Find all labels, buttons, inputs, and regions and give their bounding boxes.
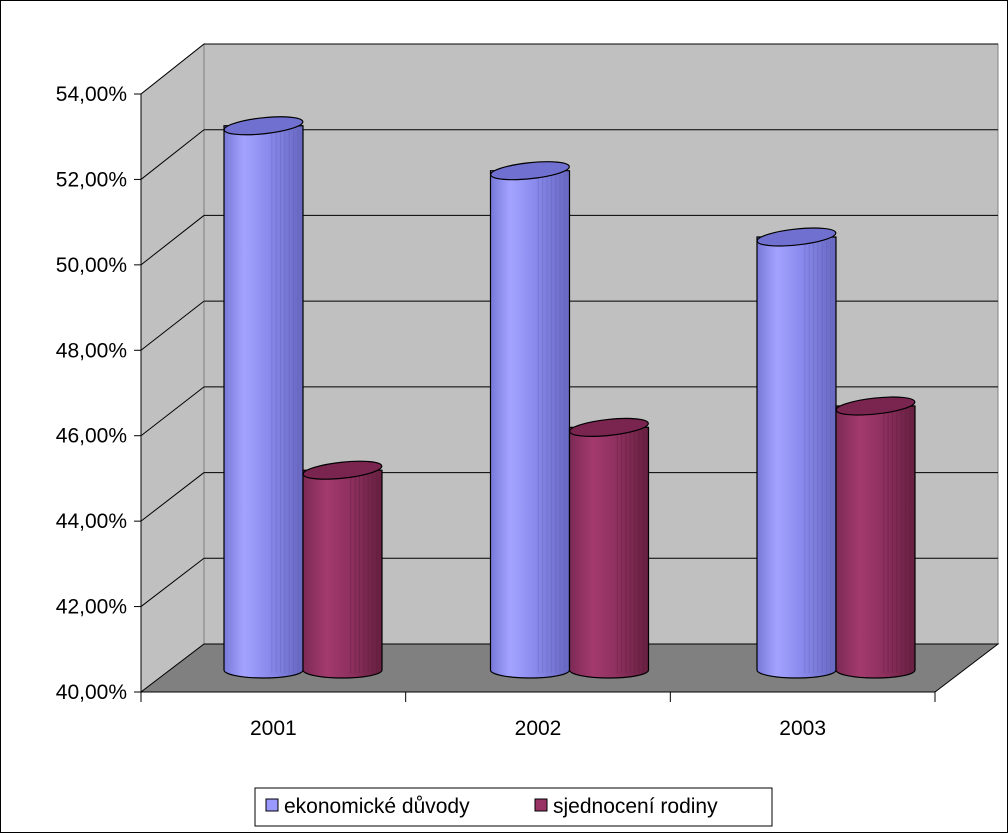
bar-0-1: [489, 161, 571, 679]
bar-body: [489, 170, 571, 679]
legend-swatch-s0: [265, 798, 279, 812]
y-tick-label: 40,00%: [56, 681, 127, 704]
y-tick-label: 54,00%: [56, 83, 127, 106]
x-tick-label: 2001: [250, 717, 297, 740]
y-axis: 40,00% 42,00% 44,00% 46,00% 48,00% 50,00% 52,0…: [56, 83, 142, 704]
y-tick-label: 52,00%: [56, 168, 127, 191]
legend-box: [254, 787, 773, 827]
bar-1-2: [835, 396, 916, 679]
y-tick-label: 42,00%: [56, 596, 127, 619]
bars: [223, 116, 916, 679]
gridline-diagonal: [140, 386, 205, 437]
y-tick-label: 46,00%: [56, 425, 127, 448]
bar-1-0: [302, 460, 383, 679]
bar-body: [302, 469, 383, 679]
bar-top: [302, 460, 383, 480]
gridline-diagonal: [140, 300, 205, 351]
y-tick-label: 44,00%: [56, 510, 127, 533]
bar-body: [568, 426, 650, 679]
y-tick-label: 50,00%: [56, 254, 127, 277]
x-tick-label: 2003: [779, 717, 826, 740]
gridline-diagonal: [140, 472, 205, 522]
x-axis: 2001 2002 2003: [140, 691, 936, 740]
bar-top: [223, 116, 304, 136]
gridline-diagonal: [140, 557, 205, 607]
bar-body: [756, 236, 837, 679]
legend: ekonomické důvody sjednocení rodiny: [254, 787, 773, 827]
bar-0-2: [756, 227, 837, 679]
legend-label-s1: sjednocení rodiny: [553, 795, 718, 818]
bar-1-1: [568, 417, 650, 679]
bar-body: [223, 125, 304, 679]
legend-label-s0: ekonomické důvody: [284, 795, 470, 818]
bar-top: [490, 161, 570, 181]
bar-top: [756, 227, 837, 247]
bar-top: [835, 396, 916, 416]
bar-top: [569, 417, 649, 437]
y-tick-label: 48,00%: [56, 339, 127, 362]
gridline-diagonal: [140, 215, 205, 266]
gridline-diagonal: [140, 43, 205, 95]
legend-swatch-s1: [534, 798, 548, 812]
side-wall: [140, 42, 205, 694]
bar-body: [835, 405, 916, 679]
gridline-diagonal: [140, 129, 205, 180]
bar-0-0: [223, 116, 304, 679]
x-tick-label: 2002: [515, 717, 562, 740]
